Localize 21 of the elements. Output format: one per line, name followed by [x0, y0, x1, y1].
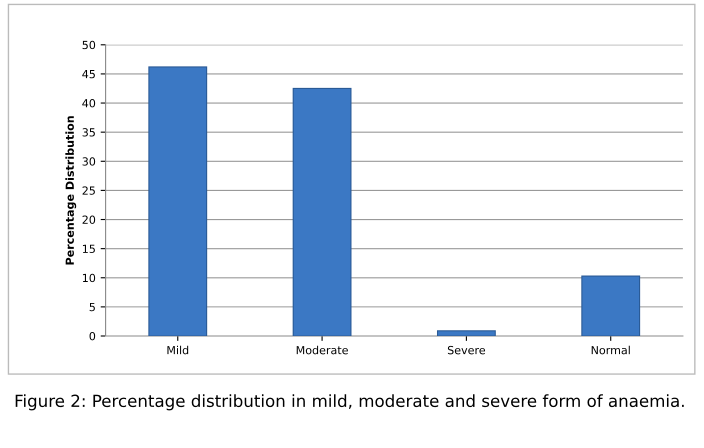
- y-tick-label: 35: [82, 128, 95, 137]
- x-tick-label: Mild: [167, 346, 188, 354]
- bar: [581, 275, 640, 336]
- y-tick-label: 50: [82, 40, 96, 50]
- y-tick-label: 10: [82, 274, 96, 282]
- bar: [148, 66, 208, 336]
- x-tick-label: Severe: [448, 346, 486, 354]
- caption: Figure 2: Percentage distribution in mild, moderate and severe form of anaemia.: [16, 394, 684, 410]
- x-tick-label: Moderate: [296, 346, 348, 354]
- bar: [436, 330, 496, 336]
- bar: [292, 88, 352, 336]
- y-axis-title: Percentage Distribution: [65, 116, 76, 264]
- y-tick-label: 40: [82, 99, 96, 108]
- y-tick-label: 0: [90, 332, 96, 340]
- y-tick-label: 5: [90, 303, 95, 312]
- y-tick-label: 20: [82, 215, 96, 224]
- y-tick-label: 15: [82, 244, 95, 254]
- y-tick-label: 30: [82, 157, 96, 166]
- x-tick-label: Normal: [592, 346, 630, 354]
- y-tick-label: 45: [82, 70, 95, 78]
- y-tick-label: 25: [82, 186, 95, 195]
